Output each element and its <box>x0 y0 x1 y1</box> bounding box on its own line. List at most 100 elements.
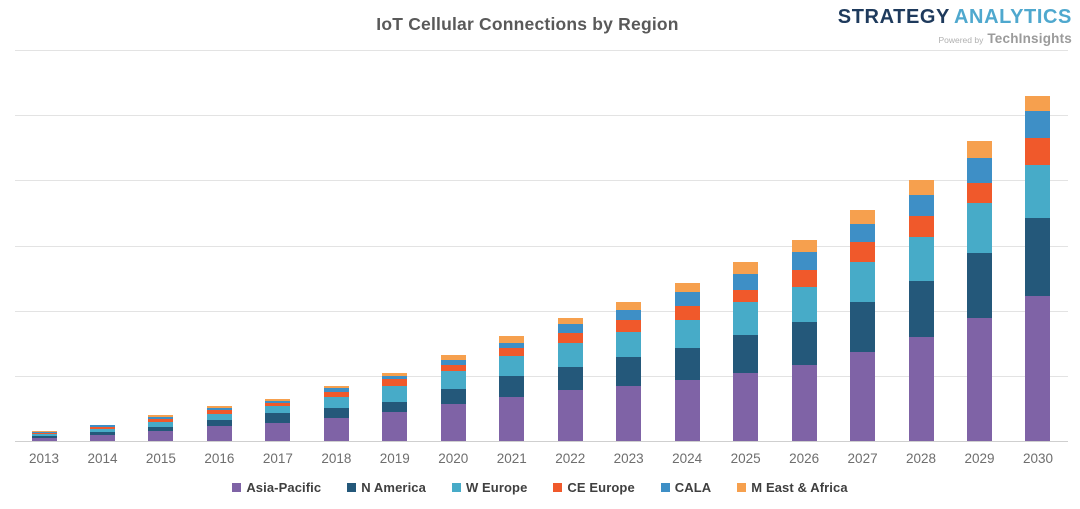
gridline <box>15 180 1068 182</box>
gridline <box>15 115 1068 117</box>
segment-asia-pacific <box>674 379 700 441</box>
segment-n-america <box>499 376 525 397</box>
x-axis-label: 2028 <box>906 451 937 466</box>
segment-ce-europe <box>323 391 349 397</box>
x-axis-label: 2023 <box>613 451 644 466</box>
segment-w-europe <box>89 428 115 432</box>
segment-ce-europe <box>967 182 993 204</box>
bar-2019 <box>382 373 408 441</box>
x-axis-label: 2029 <box>964 451 995 466</box>
segment-w-europe <box>148 422 174 428</box>
segment-cala <box>1025 111 1051 139</box>
segment-ce-europe <box>1025 138 1051 165</box>
segment-m-east-africa <box>440 355 466 361</box>
segment-n-america <box>382 401 408 413</box>
powered-by-prefix: Powered by <box>938 35 984 45</box>
brand-logo: STRATEGY ANALYTICS Powered by TechInsights <box>838 6 1072 48</box>
x-axis-label: 2018 <box>321 451 352 466</box>
segment-w-europe <box>265 406 291 413</box>
segment-m-east-africa <box>674 282 700 293</box>
segment-w-europe <box>674 320 700 348</box>
segment-asia-pacific <box>733 373 759 441</box>
segment-ce-europe <box>733 289 759 303</box>
x-axis-label: 2021 <box>496 451 527 466</box>
x-axis-label: 2030 <box>1022 451 1053 466</box>
segment-w-europe <box>791 286 817 322</box>
bar-2016 <box>206 406 232 441</box>
segment-ce-europe <box>616 320 642 333</box>
bar-2014 <box>89 424 115 441</box>
segment-n-america <box>616 356 642 386</box>
segment-asia-pacific <box>616 385 642 441</box>
bar-2021 <box>499 336 525 441</box>
segment-n-america <box>967 253 993 318</box>
segment-cala <box>557 324 583 334</box>
segment-m-east-africa <box>323 386 349 389</box>
segment-cala <box>733 273 759 290</box>
x-axis-label: 2024 <box>672 451 703 466</box>
segment-m-east-africa <box>616 302 642 311</box>
segment-n-america <box>791 321 817 366</box>
segment-cala <box>440 360 466 366</box>
segment-ce-europe <box>908 215 934 238</box>
segment-m-east-africa <box>89 424 115 426</box>
x-axis-label: 2020 <box>438 451 469 466</box>
segment-cala <box>31 431 57 433</box>
brand-powered-by: Powered by TechInsights <box>838 30 1072 48</box>
segment-n-america <box>89 431 115 436</box>
segment-asia-pacific <box>323 418 349 441</box>
segment-asia-pacific <box>89 435 115 441</box>
segment-m-east-africa <box>382 373 408 376</box>
legend-label: CALA <box>674 480 712 495</box>
segment-cala <box>382 375 408 380</box>
x-axis-label: 2019 <box>379 451 410 466</box>
segment-cala <box>323 388 349 392</box>
segment-cala <box>89 425 115 427</box>
segment-asia-pacific <box>148 431 174 441</box>
segment-m-east-africa <box>1025 96 1051 112</box>
segment-m-east-africa <box>908 179 934 196</box>
legend-marker-ce-europe <box>553 483 563 492</box>
chart-title: IoT Cellular Connections by Region <box>376 14 679 34</box>
segment-asia-pacific <box>908 336 934 441</box>
bar-2030 <box>1025 96 1051 441</box>
bar-2022 <box>557 317 583 441</box>
bar-2026 <box>791 240 817 441</box>
segment-w-europe <box>1025 164 1051 219</box>
segment-ce-europe <box>557 333 583 344</box>
brand-name-part1: STRATEGY <box>837 6 950 28</box>
segment-asia-pacific <box>382 412 408 441</box>
legend-marker-w-europe <box>451 483 461 492</box>
segment-cala <box>148 416 174 419</box>
segment-ce-europe <box>440 365 466 372</box>
x-axis-label: 2017 <box>262 451 293 466</box>
segment-n-america <box>440 388 466 404</box>
segment-n-america <box>148 427 174 432</box>
segment-ce-europe <box>265 403 291 407</box>
legend-marker-cala <box>660 483 670 492</box>
segment-cala <box>206 408 232 411</box>
bar-2029 <box>967 140 993 441</box>
legend-item-w-europe: W Europe <box>451 480 527 495</box>
segment-m-east-africa <box>148 414 174 417</box>
gridline <box>15 310 1068 312</box>
x-axis-label: 2027 <box>847 451 878 466</box>
legend-label: CE Europe <box>567 480 635 495</box>
segment-asia-pacific <box>31 437 57 441</box>
segment-asia-pacific <box>1025 296 1051 441</box>
legend-label: Asia-Pacific <box>246 480 322 495</box>
segment-m-east-africa <box>791 240 817 253</box>
x-axis-label: 2015 <box>145 451 176 466</box>
chart-legend: Asia-Pacific N America W Europe CE Europe CA… <box>0 480 1080 495</box>
segment-m-east-africa <box>499 336 525 343</box>
bar-2020 <box>440 355 466 441</box>
segment-n-america <box>1025 218 1051 297</box>
x-axis-label: 2016 <box>204 451 235 466</box>
legend-item-m-east-africa: M East & Africa <box>737 480 848 495</box>
legend-label: M East & Africa <box>751 480 848 495</box>
legend-item-cala: CALA <box>660 480 712 495</box>
segment-ce-europe <box>791 270 817 287</box>
bar-2025 <box>733 261 759 441</box>
segment-asia-pacific <box>967 317 993 441</box>
